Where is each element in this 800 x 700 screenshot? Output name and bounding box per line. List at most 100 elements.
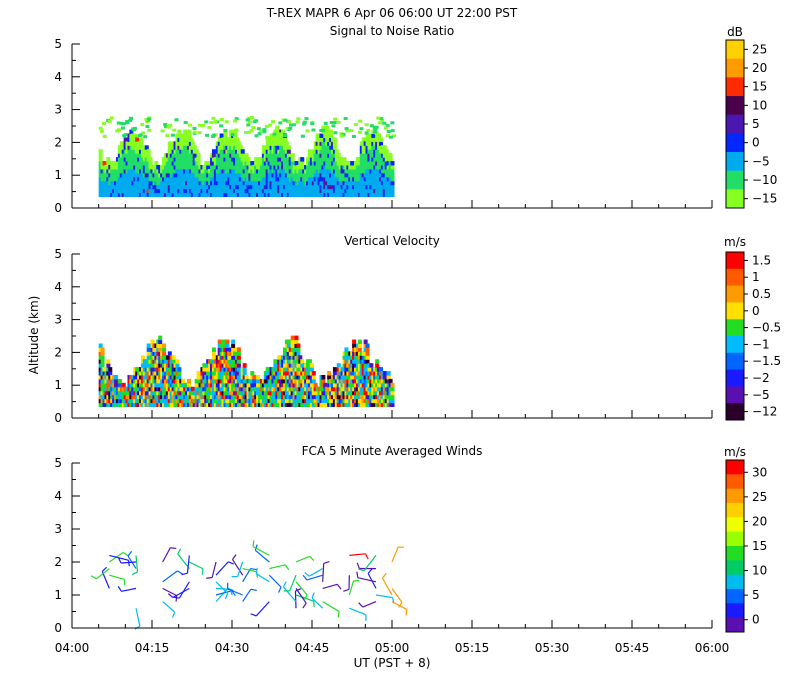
- colorbar-label: 25: [752, 490, 767, 504]
- y-tick-label: 0: [54, 201, 62, 215]
- heat-cell: [364, 131, 369, 135]
- heat-cell: [262, 130, 267, 134]
- heat-cell: [141, 131, 146, 135]
- heat-cell: [225, 347, 230, 352]
- y-tick-label: 4: [54, 280, 62, 294]
- heat-cell: [129, 129, 134, 135]
- heat-cell: [254, 157, 259, 162]
- heat-cell: [106, 157, 111, 162]
- heat-cell: [233, 129, 238, 135]
- heat-cell: [177, 374, 182, 380]
- colorbar-swatch: [726, 369, 744, 387]
- heat-cell: [211, 133, 216, 137]
- x-axis-label: UT (PST + 8): [354, 656, 431, 670]
- x-tick-labels: 04:00 04:15 04:30 04:45 05:00 05:15 05:30 05:45…: [55, 641, 730, 655]
- heat-cell: [311, 128, 316, 132]
- heat-cell: [145, 125, 150, 129]
- heat-cell: [144, 145, 149, 150]
- heat-cell: [143, 135, 148, 139]
- heat-cell: [102, 161, 107, 166]
- colorbar-label: −0.5: [752, 321, 781, 335]
- heat-cell: [311, 378, 316, 384]
- wind-barb-flag: [232, 554, 237, 560]
- heat-cell: [114, 382, 119, 388]
- wind-barb: [362, 601, 377, 608]
- heat-cell: [298, 355, 303, 360]
- heat-cell: [261, 145, 266, 150]
- heat-cell: [125, 119, 130, 123]
- vv-heatmap: [98, 335, 395, 408]
- heat-cell: [236, 141, 241, 146]
- heat-cell: [154, 161, 159, 166]
- heat-cell: [286, 145, 291, 150]
- heat-cell: [192, 145, 197, 150]
- heat-cell: [162, 351, 167, 356]
- wind-barb-flag: [311, 592, 315, 599]
- heat-cell: [186, 129, 191, 135]
- wind-barb-flag: [117, 557, 122, 564]
- heat-cell: [390, 164, 395, 170]
- heat-cell: [294, 335, 299, 341]
- heat-cell: [166, 125, 171, 129]
- heat-cell: [382, 371, 387, 376]
- heat-cell: [290, 335, 295, 341]
- heat-cell: [146, 117, 151, 121]
- heat-cell: [287, 120, 292, 124]
- heat-cell: [122, 134, 127, 138]
- heat-cell: [186, 378, 191, 384]
- heat-cell: [265, 371, 270, 376]
- heat-cell: [336, 363, 341, 368]
- colorbar-label: −12: [752, 405, 777, 419]
- heat-cell: [131, 128, 136, 132]
- colorbar-label: 10: [752, 564, 767, 578]
- heat-cell: [209, 120, 214, 124]
- wind-barb: [255, 601, 270, 617]
- heat-cell: [123, 137, 128, 142]
- heat-cell: [219, 133, 224, 138]
- heat-cell: [357, 339, 362, 345]
- heat-cell: [282, 137, 287, 142]
- heat-cell: [100, 355, 105, 360]
- heat-cell: [254, 134, 259, 138]
- heat-cell: [238, 145, 243, 150]
- heat-cell: [265, 135, 270, 139]
- heat-cell: [357, 130, 362, 134]
- colorbar-swatch: [726, 189, 744, 209]
- heat-cell: [201, 123, 206, 127]
- wind-barb: [391, 546, 399, 563]
- heat-cell: [349, 129, 354, 133]
- heat-cell: [384, 153, 389, 158]
- heat-cell: [211, 149, 216, 154]
- heat-cell: [323, 382, 328, 388]
- heat-cell: [252, 382, 257, 388]
- heat-cell: [207, 125, 212, 129]
- heat-cell: [390, 386, 395, 392]
- heat-cell: [390, 176, 395, 182]
- heat-cell: [332, 121, 337, 125]
- heat-cell: [386, 371, 391, 376]
- heat-cell: [100, 347, 105, 352]
- heat-cell: [302, 122, 307, 126]
- heat-cell: [388, 153, 393, 158]
- wind-barb: [215, 561, 229, 576]
- heat-cell: [242, 363, 247, 368]
- heat-cell: [211, 347, 216, 352]
- heat-cell: [265, 367, 270, 372]
- heat-cell: [290, 343, 295, 348]
- wind-barb-flag: [302, 602, 307, 609]
- heat-cell: [264, 124, 269, 128]
- heat-cell: [233, 119, 238, 123]
- heat-cell: [196, 157, 201, 162]
- wind-barb: [308, 568, 323, 577]
- heat-cell: [277, 132, 282, 136]
- heat-cell: [236, 367, 241, 372]
- colorbar-swatch: [726, 170, 744, 190]
- colorbar-swatch: [726, 603, 744, 619]
- heat-cell: [196, 371, 201, 376]
- heat-cell: [385, 134, 390, 138]
- heat-cell: [267, 123, 272, 127]
- wind-barb: [120, 561, 137, 564]
- heat-cell: [336, 153, 341, 158]
- heat-cell: [177, 371, 182, 376]
- heat-cell: [100, 359, 105, 364]
